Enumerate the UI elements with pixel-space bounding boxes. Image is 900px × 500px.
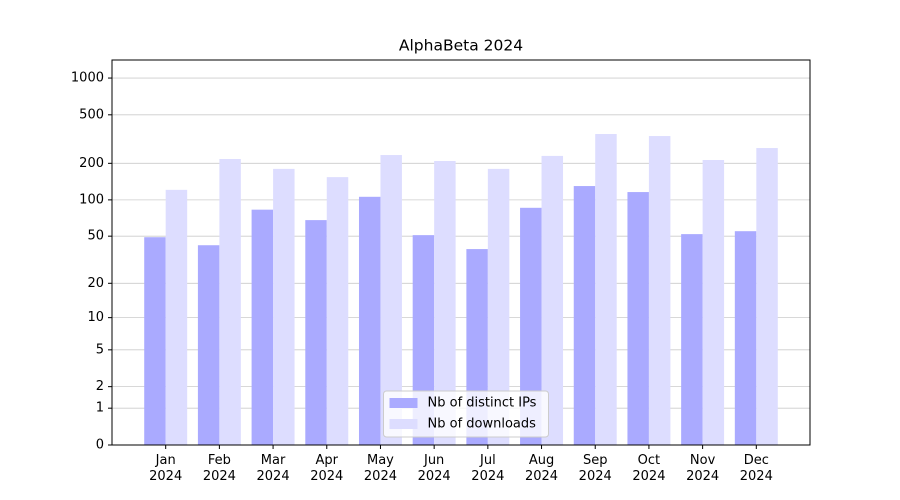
bar <box>648 136 671 445</box>
bar <box>358 196 381 445</box>
bar <box>734 231 757 445</box>
x-tick-label: Apr 2024 <box>310 453 344 484</box>
y-tick-label: 5 <box>96 342 104 357</box>
legend-swatch <box>389 398 418 408</box>
x-tick-label: May 2024 <box>363 453 397 484</box>
bar <box>627 192 649 445</box>
x-tick-label: Mar 2024 <box>256 453 290 484</box>
y-tick-label: 20 <box>87 276 104 291</box>
x-tick-label: Feb 2024 <box>202 453 236 484</box>
x-tick-label: Jul 2024 <box>471 453 505 484</box>
y-tick-label: 50 <box>87 229 104 244</box>
bar <box>305 220 327 445</box>
x-tick-label: Jun 2024 <box>417 453 451 484</box>
plot-frame <box>111 59 811 446</box>
y-tick-label: 200 <box>79 156 104 171</box>
bar <box>702 159 725 445</box>
bar <box>541 155 564 446</box>
x-tick-label: Aug 2024 <box>524 453 559 484</box>
y-tick-label: 1000 <box>71 71 104 86</box>
bar <box>434 160 456 445</box>
bar <box>273 168 295 446</box>
chart-title: AlphaBeta 2024 <box>399 37 523 55</box>
bar <box>197 245 220 445</box>
x-tick-label: Nov 2024 <box>686 453 720 484</box>
bar <box>573 186 596 446</box>
legend-swatch <box>389 419 418 429</box>
bar <box>756 148 778 446</box>
x-tick-label: Jan 2024 <box>149 453 183 484</box>
legend: Nb of distinct IPs Nb of downloads <box>383 390 549 438</box>
y-tick-label: 10 <box>87 310 104 325</box>
legend-label: Nb of distinct IPs <box>428 396 537 411</box>
y-tick-label: 1 <box>96 401 104 416</box>
bar <box>681 234 703 445</box>
y-tick-label: 2 <box>96 379 104 394</box>
bar <box>520 207 542 445</box>
bar <box>380 155 402 446</box>
bar <box>144 237 166 445</box>
legend-label: Nb of downloads <box>428 417 537 432</box>
bar <box>219 159 241 445</box>
bar <box>487 168 510 446</box>
y-tick-label: 500 <box>79 107 104 122</box>
bar <box>251 209 274 445</box>
legend-box <box>383 390 549 438</box>
y-tick-label: 0 <box>96 438 104 453</box>
x-tick-label: Dec 2024 <box>739 453 773 484</box>
bar <box>326 177 349 445</box>
bar <box>165 189 188 445</box>
x-tick-label: Sep 2024 <box>578 453 612 484</box>
y-tick-label: 100 <box>79 192 104 207</box>
bar <box>595 134 617 445</box>
x-tick-label: Oct 2024 <box>632 453 666 484</box>
